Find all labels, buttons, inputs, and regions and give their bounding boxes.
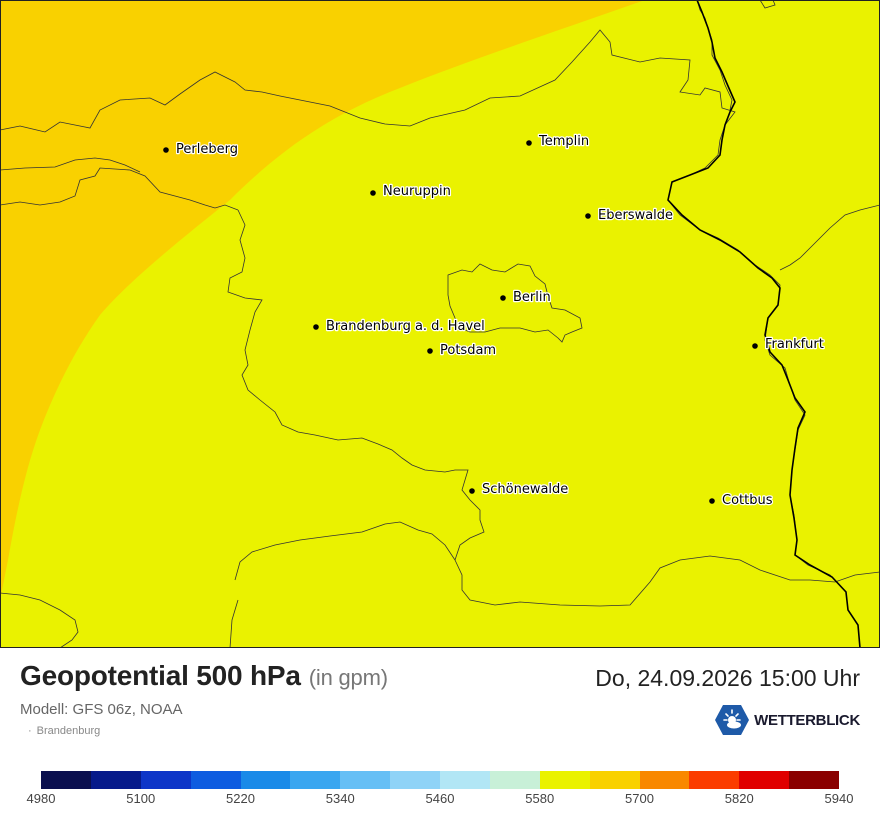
forecast-datetime: Do, 24.09.2026 15:00 Uhr bbox=[595, 665, 860, 691]
city-label: Eberswalde bbox=[598, 208, 673, 223]
legend-swatch bbox=[390, 771, 440, 789]
legend-tick-label: 5580 bbox=[525, 791, 555, 806]
city-label: Neuruppin bbox=[383, 184, 451, 199]
sun-cloud-logo-icon bbox=[715, 705, 750, 735]
legend-swatch bbox=[140, 771, 191, 789]
brand-logo[interactable]: WETTERBLICK bbox=[714, 704, 860, 736]
legend-swatch bbox=[290, 771, 341, 789]
legend-tick-label: 5460 bbox=[425, 791, 455, 806]
city-marker bbox=[427, 348, 433, 354]
city-label: Perleberg bbox=[176, 142, 238, 157]
title-text: Geopotential 500 hPa bbox=[20, 660, 301, 691]
legend-swatch bbox=[90, 771, 141, 789]
city-eberswalde[interactable]: Eberswalde bbox=[585, 207, 674, 224]
brand-name: WETTERBLICK bbox=[754, 711, 860, 729]
geopotential-field-orange bbox=[0, 0, 645, 600]
map-title: Geopotential 500 hPa (in gpm) bbox=[20, 660, 388, 692]
legend-tick-label: 5820 bbox=[724, 791, 754, 806]
city-marker bbox=[313, 324, 319, 330]
legend-swatch bbox=[340, 771, 391, 789]
city-frankfurt[interactable]: Frankfurt bbox=[752, 336, 825, 353]
legend-swatch bbox=[639, 771, 690, 789]
city-brandenburg-havel[interactable]: Brandenburg a. d. Havel bbox=[313, 318, 486, 335]
title-unit: (in gpm) bbox=[308, 665, 388, 690]
city-templin[interactable]: Templin bbox=[526, 133, 590, 150]
city-label: Potsdam bbox=[440, 343, 496, 358]
legend-colorbar bbox=[41, 771, 839, 789]
legend-swatch bbox=[240, 771, 291, 789]
legend-swatch bbox=[539, 771, 590, 789]
legend-tick-label: 5340 bbox=[325, 791, 355, 806]
legend-tick-label: 4980 bbox=[26, 791, 56, 806]
region-label: · Brandenburg bbox=[28, 725, 100, 737]
city-perleberg[interactable]: Perleberg bbox=[163, 141, 239, 158]
city-neuruppin[interactable]: Neuruppin bbox=[370, 183, 452, 200]
city-marker bbox=[709, 498, 715, 504]
city-cottbus[interactable]: Cottbus bbox=[709, 492, 774, 509]
city-label: Berlin bbox=[513, 290, 551, 305]
region-bullet: · bbox=[28, 725, 32, 737]
legend-swatch bbox=[739, 771, 790, 789]
legend-swatch bbox=[689, 771, 740, 789]
legend-swatch bbox=[789, 771, 839, 789]
city-berlin[interactable]: Berlin bbox=[500, 289, 552, 306]
legend-swatch bbox=[589, 771, 640, 789]
city-label: Brandenburg a. d. Havel bbox=[326, 319, 485, 334]
city-marker bbox=[585, 213, 591, 219]
legend-swatch bbox=[440, 771, 490, 789]
legend-tick-label: 5100 bbox=[126, 791, 156, 806]
city-marker bbox=[469, 488, 475, 494]
city-marker bbox=[526, 140, 532, 146]
legend-tick-label: 5700 bbox=[625, 791, 654, 806]
city-label: Frankfurt bbox=[765, 337, 824, 352]
city-marker bbox=[163, 147, 169, 153]
region-name: Brandenburg bbox=[36, 725, 101, 737]
city-label: Cottbus bbox=[722, 493, 773, 508]
legend-swatch bbox=[41, 771, 91, 789]
city-schoenewalde[interactable]: Schönewalde bbox=[469, 481, 570, 498]
map-footer bbox=[0, 648, 880, 830]
city-marker bbox=[370, 190, 376, 196]
city-marker bbox=[500, 295, 506, 301]
legend-tick-label: 5220 bbox=[226, 791, 255, 806]
city-marker bbox=[752, 343, 758, 349]
model-info: Modell: GFS 06z, NOAA bbox=[20, 701, 183, 718]
city-label: Templin bbox=[538, 134, 589, 149]
state-boundaries bbox=[0, 0, 880, 648]
legend-tick-label: 5940 bbox=[824, 791, 854, 806]
weather-map[interactable]: Perleberg Templin Neuruppin Eberswalde B… bbox=[0, 0, 880, 648]
legend-swatch bbox=[489, 771, 540, 789]
berlin-boundary bbox=[447, 263, 583, 343]
legend-ticks: 4980 5100 5220 5340 5460 5580 5700 5820 … bbox=[0, 791, 880, 809]
legend-swatch bbox=[190, 771, 241, 789]
city-label: Schönewalde bbox=[482, 482, 568, 497]
national-border bbox=[667, 0, 861, 648]
city-potsdam[interactable]: Potsdam bbox=[427, 342, 497, 359]
